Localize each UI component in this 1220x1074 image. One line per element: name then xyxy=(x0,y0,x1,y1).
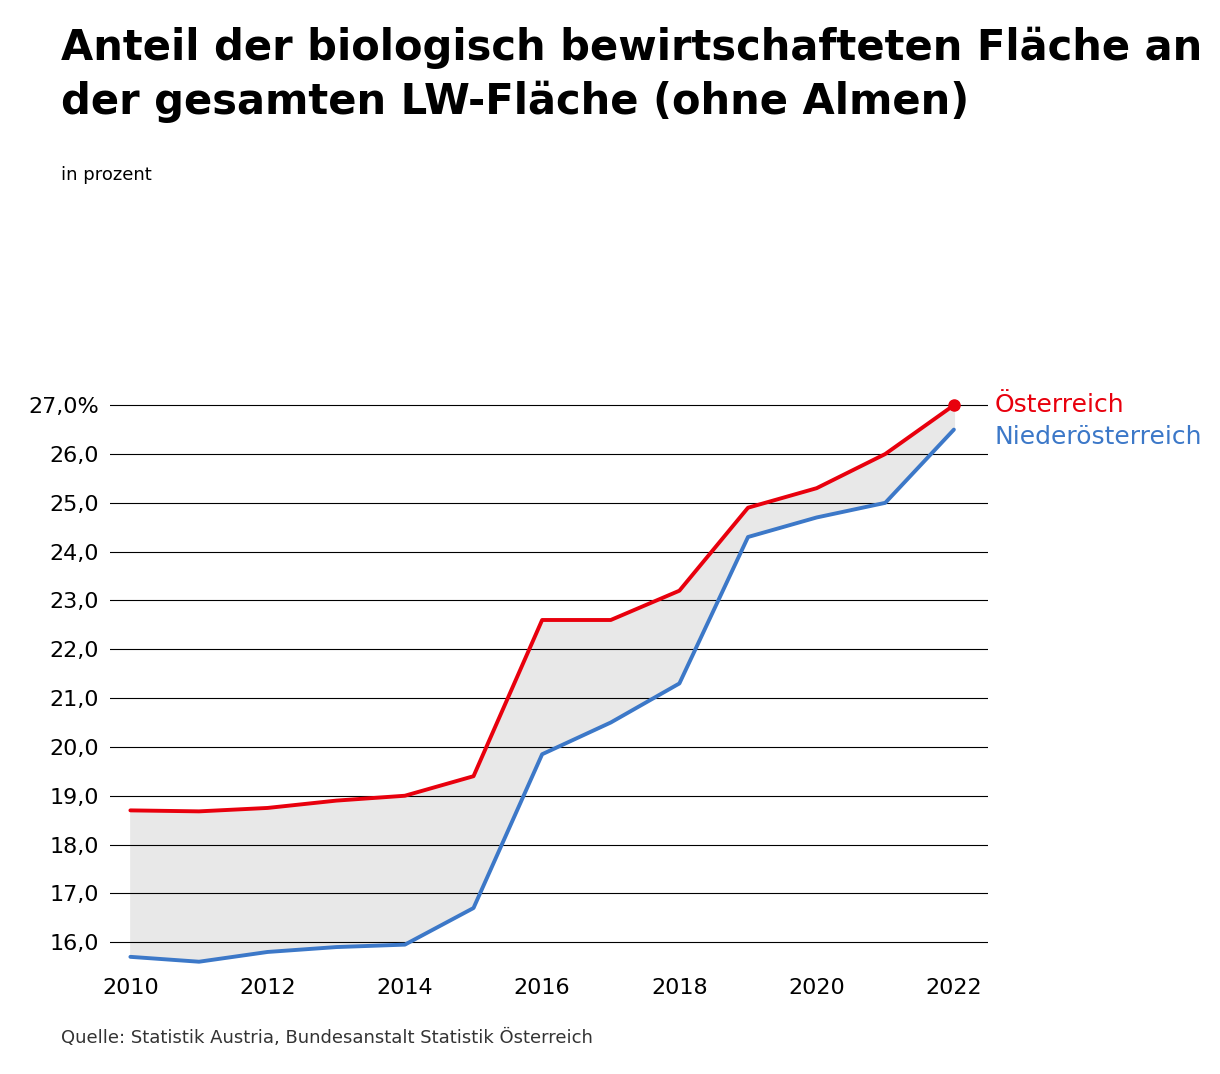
Text: der gesamten LW-Fläche (ohne Almen): der gesamten LW-Fläche (ohne Almen) xyxy=(61,81,969,122)
Text: in prozent: in prozent xyxy=(61,166,151,185)
Text: Quelle: Statistik Austria, Bundesanstalt Statistik Österreich: Quelle: Statistik Austria, Bundesanstalt… xyxy=(61,1029,593,1047)
Text: Niederösterreich: Niederösterreich xyxy=(994,425,1202,449)
Text: Anteil der biologisch bewirtschafteten Fläche an: Anteil der biologisch bewirtschafteten F… xyxy=(61,27,1202,69)
Text: Österreich: Österreich xyxy=(994,393,1124,417)
